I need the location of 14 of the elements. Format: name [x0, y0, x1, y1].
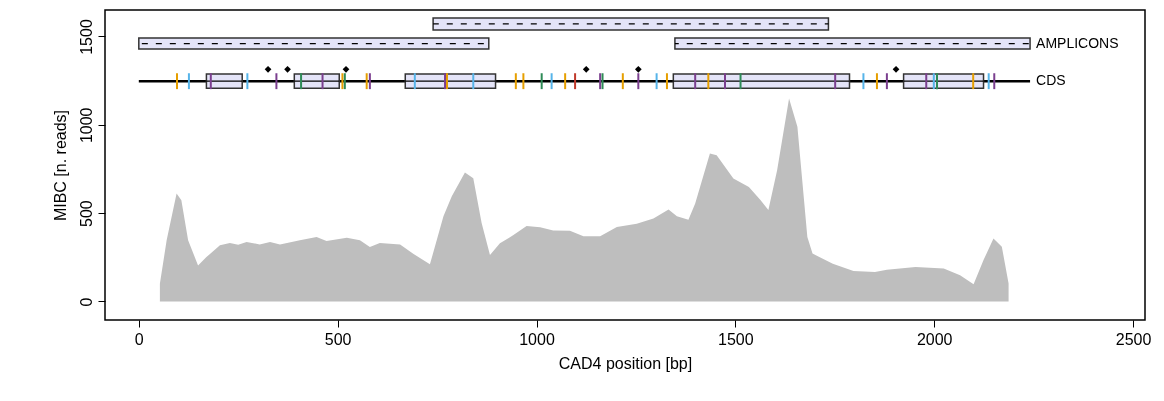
series-label: CDS [1036, 72, 1066, 89]
x-axis-title: CAD4 position [bp] [558, 354, 693, 372]
x-tick-label: 500 [324, 330, 352, 348]
y-axis-title: MIBC [n. reads] [51, 109, 69, 222]
y-tick-label: 500 [77, 200, 95, 227]
x-tick-label: 1500 [718, 330, 754, 348]
y-tick-label: 1500 [77, 19, 95, 55]
x-tick-label: 2000 [916, 330, 953, 348]
x-tick-label: 2500 [1115, 330, 1152, 348]
series-label: AMPLICONS [1036, 34, 1119, 51]
x-tick-label: 0 [134, 330, 144, 348]
x-tick-label: 1000 [519, 330, 555, 348]
y-tick-label: 1000 [77, 107, 95, 144]
y-tick-label: 0 [77, 297, 95, 307]
